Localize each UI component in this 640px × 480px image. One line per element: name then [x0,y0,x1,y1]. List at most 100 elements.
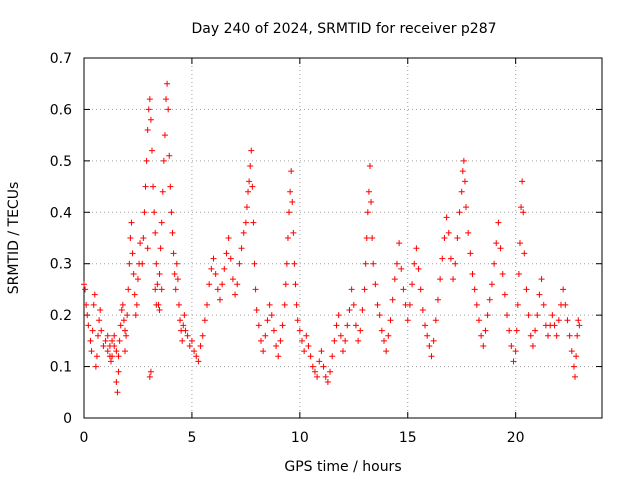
data-point [340,348,346,355]
data-point [175,301,182,308]
data-point [96,317,103,324]
data-point [471,286,478,293]
data-point [236,260,243,267]
data-point [255,322,262,329]
data-point [153,301,160,308]
data-point [252,286,259,293]
data-point [188,337,195,344]
data-point [152,286,159,293]
data-point [568,348,575,355]
data-point [243,204,250,211]
data-point [362,260,369,267]
data-point [130,271,137,277]
data-point [387,317,394,324]
data-point [144,127,151,133]
data-point [437,276,444,283]
data-point [147,368,154,375]
data-point [516,240,523,247]
data-point [128,219,135,226]
data-point [257,337,264,344]
data-point [123,332,130,339]
data-point [82,286,89,293]
data-point [150,183,157,190]
y-tick-label: 0.2 [50,308,72,324]
data-point [97,307,104,313]
data-point [137,240,144,247]
data-point [450,276,457,283]
data-point [335,312,342,319]
data-point [575,317,582,324]
data-point [307,353,314,360]
data-point [142,183,149,190]
data-point [163,96,170,103]
data-point [111,332,118,339]
data-point [443,214,450,221]
data-point [238,245,245,252]
data-point [529,343,536,349]
data-point [538,276,545,283]
data-point [197,343,204,349]
data-point [232,291,239,298]
data-point [383,348,390,355]
data-point [311,368,318,375]
data-point [159,188,166,195]
data-point [366,163,373,169]
y-tick-label: 0.4 [50,205,72,221]
data-point [193,353,200,360]
data-point [109,337,116,344]
data-point [245,188,252,195]
data-point [363,235,370,241]
data-point [441,235,448,241]
data-point [87,337,94,344]
data-point [124,312,131,319]
data-point [119,301,126,308]
data-point [234,281,241,288]
data-point [532,327,539,334]
data-point [296,327,303,334]
data-point [309,363,316,370]
data-point [172,286,179,293]
data-point [282,281,289,288]
data-point [324,379,331,385]
data-point [253,307,260,313]
data-point [570,363,577,370]
data-point [562,301,569,308]
data-point [204,301,211,308]
data-point [415,265,422,272]
data-point [117,322,124,329]
data-point [144,245,151,252]
data-point [368,199,375,205]
data-point [93,353,100,360]
data-point [327,368,334,375]
data-point [344,322,351,329]
data-point [171,271,178,277]
data-point [288,168,295,175]
data-point [167,183,174,190]
x-tick-label: 5 [187,430,196,446]
y-tick-label: 0.3 [50,257,72,273]
data-point [411,260,418,267]
data-point [242,219,249,226]
data-point [210,255,217,262]
data-point [545,332,552,339]
data-point [156,271,163,277]
data-point [432,317,439,324]
data-point [115,368,122,375]
data-point [333,322,340,329]
data-point [398,265,405,272]
data-point [90,301,97,308]
data-point [419,307,426,313]
data-point [208,265,215,272]
data-point [314,373,321,380]
data-point [574,332,581,339]
data-point [551,322,558,329]
data-point [227,255,234,262]
data-point [458,188,465,195]
data-point [369,235,376,241]
data-point [495,219,502,226]
data-point [434,296,441,303]
data-point [116,337,123,344]
data-point [249,183,256,190]
data-point [320,363,327,370]
data-point [576,322,583,329]
